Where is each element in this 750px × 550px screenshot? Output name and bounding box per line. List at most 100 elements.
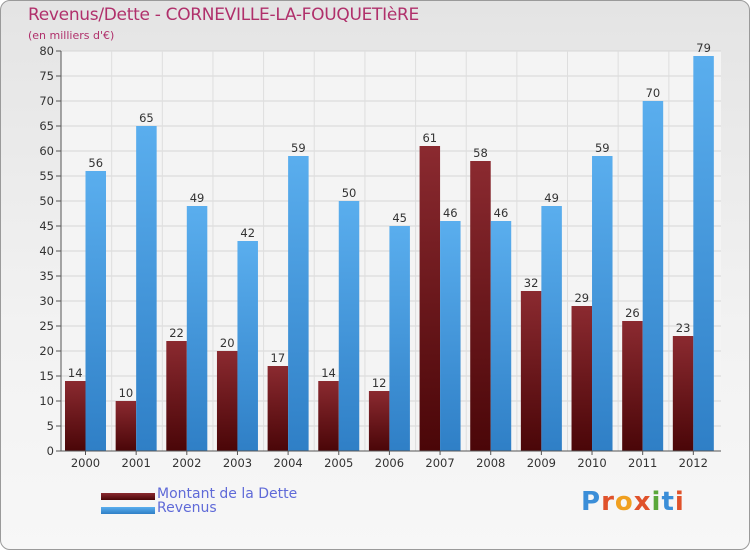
y-tick-label: 10 bbox=[39, 394, 54, 408]
data-labels: 14 56 10 65 22 49 20 42 17 59 14 50 12 45 61 46 58 46 32 49… bbox=[68, 41, 711, 400]
bar-revenue-2006 bbox=[389, 226, 410, 451]
data-label-debt-2002: 22 bbox=[169, 326, 184, 340]
brand-letter: o bbox=[614, 487, 634, 517]
y-tick-label: 65 bbox=[39, 119, 54, 133]
bar-revenue-2003 bbox=[237, 241, 258, 451]
axes: 0 5 10 15 20 25 30 35 40 45 50 55 60 65 70 75 80 2000 2001… bbox=[39, 44, 721, 470]
bar-revenue-2009 bbox=[541, 206, 562, 451]
x-tick-label-2000: 2000 bbox=[71, 456, 100, 470]
y-tick-label: 70 bbox=[39, 94, 54, 108]
data-label-revenue-2005: 50 bbox=[342, 186, 357, 200]
bar-debt-2010 bbox=[571, 306, 593, 451]
y-tick-label: 55 bbox=[39, 169, 54, 183]
bar-debt-2002 bbox=[166, 341, 187, 451]
bar-revenue-2005 bbox=[338, 201, 360, 451]
data-label-revenue-2003: 42 bbox=[240, 226, 255, 240]
y-tick-label: 45 bbox=[39, 219, 54, 233]
y-tick-label: 60 bbox=[39, 144, 54, 158]
x-tick-label-2012: 2012 bbox=[679, 456, 708, 470]
data-label-revenue-2008: 46 bbox=[494, 206, 509, 220]
bar-debt-2009 bbox=[520, 291, 542, 451]
x-tick-label-2007: 2007 bbox=[425, 456, 454, 470]
data-label-debt-2000: 14 bbox=[68, 366, 83, 380]
bar-debt-2007 bbox=[419, 146, 441, 451]
bar-revenue-2000 bbox=[85, 171, 106, 451]
bar-debt-2011 bbox=[622, 321, 643, 451]
y-tick-label: 20 bbox=[39, 344, 54, 358]
bar-revenue-2001 bbox=[136, 126, 157, 451]
data-label-debt-2004: 17 bbox=[271, 351, 286, 365]
x-tick-label-2008: 2008 bbox=[476, 456, 505, 470]
x-tick-label-2002: 2002 bbox=[172, 456, 201, 470]
legend-label-revenue: Revenus bbox=[157, 500, 217, 516]
bar-debt-2005 bbox=[318, 381, 339, 451]
data-label-revenue-2002: 49 bbox=[190, 191, 205, 205]
data-label-revenue-2000: 56 bbox=[88, 156, 103, 170]
data-label-debt-2007: 61 bbox=[422, 131, 437, 145]
bar-revenue-2002 bbox=[186, 206, 208, 451]
chart-title: Revenus/Dette - CORNEVILLE-LA-FOUQUETIèR… bbox=[28, 5, 419, 25]
x-tick-label-2001: 2001 bbox=[122, 456, 151, 470]
bar-debt-2006 bbox=[368, 391, 390, 451]
y-tick-label: 25 bbox=[39, 319, 54, 333]
brand-letter: i bbox=[651, 487, 662, 517]
bar-debt-2012 bbox=[672, 336, 694, 451]
data-label-debt-2010: 29 bbox=[574, 291, 589, 305]
data-label-debt-2009: 32 bbox=[524, 276, 539, 290]
data-label-debt-2006: 12 bbox=[372, 376, 387, 390]
x-tick-label-2011: 2011 bbox=[628, 456, 657, 470]
bar-revenue-2008 bbox=[490, 221, 512, 451]
bar-revenue-2012 bbox=[693, 56, 714, 451]
y-tick-label: 50 bbox=[39, 194, 54, 208]
y-tick-label: 0 bbox=[47, 444, 54, 458]
proxiti-logo: Proxiti bbox=[581, 487, 685, 517]
legend-swatch-revenue bbox=[101, 507, 155, 514]
bar-revenue-2007 bbox=[440, 221, 461, 451]
y-tick-label: 35 bbox=[39, 269, 54, 283]
bar-revenue-2010 bbox=[592, 156, 613, 451]
bar-debt-2008 bbox=[470, 161, 491, 451]
brand-letter: P bbox=[581, 487, 602, 517]
data-label-revenue-2011: 70 bbox=[646, 86, 661, 100]
brand-letter: r bbox=[601, 487, 615, 517]
data-label-revenue-2006: 45 bbox=[392, 211, 407, 225]
chart-subtitle: (en milliers d'€) bbox=[28, 29, 115, 42]
data-label-debt-2008: 58 bbox=[473, 146, 488, 160]
legend-label-debt: Montant de la Dette bbox=[157, 486, 298, 502]
legend-swatch-debt bbox=[101, 493, 155, 500]
data-label-debt-2012: 23 bbox=[676, 321, 691, 335]
data-label-revenue-2010: 59 bbox=[595, 141, 610, 155]
y-tick-label: 30 bbox=[39, 294, 54, 308]
brand-letter: t bbox=[661, 487, 675, 517]
y-tick-label: 40 bbox=[39, 244, 54, 258]
bar-revenue-2011 bbox=[642, 101, 664, 451]
x-tick-label-2009: 2009 bbox=[527, 456, 556, 470]
bar-debt-2003 bbox=[216, 351, 238, 451]
data-label-revenue-2012: 79 bbox=[696, 41, 711, 55]
x-tick-label-2006: 2006 bbox=[375, 456, 404, 470]
brand-letter: i bbox=[674, 487, 685, 517]
data-label-revenue-2007: 46 bbox=[443, 206, 458, 220]
y-tick-label: 75 bbox=[39, 69, 54, 83]
y-tick-label: 80 bbox=[39, 44, 54, 58]
data-label-debt-2003: 20 bbox=[220, 336, 235, 350]
y-tick-label: 5 bbox=[47, 419, 54, 433]
x-tick-label-2010: 2010 bbox=[577, 456, 606, 470]
bar-revenue-2004 bbox=[288, 156, 309, 451]
data-label-revenue-2009: 49 bbox=[544, 191, 559, 205]
bar-debt-2004 bbox=[267, 366, 289, 451]
data-label-debt-2005: 14 bbox=[321, 366, 336, 380]
bar-debt-2000 bbox=[65, 381, 86, 451]
y-tick-label: 15 bbox=[39, 369, 54, 383]
x-tick-label-2003: 2003 bbox=[223, 456, 252, 470]
data-label-revenue-2004: 59 bbox=[291, 141, 306, 155]
bars bbox=[65, 56, 714, 451]
data-label-revenue-2001: 65 bbox=[139, 111, 154, 125]
brand-letter: x bbox=[633, 487, 652, 517]
x-tick-label-2004: 2004 bbox=[273, 456, 302, 470]
bar-debt-2001 bbox=[115, 401, 137, 451]
data-label-debt-2001: 10 bbox=[119, 386, 134, 400]
data-label-debt-2011: 26 bbox=[625, 306, 640, 320]
